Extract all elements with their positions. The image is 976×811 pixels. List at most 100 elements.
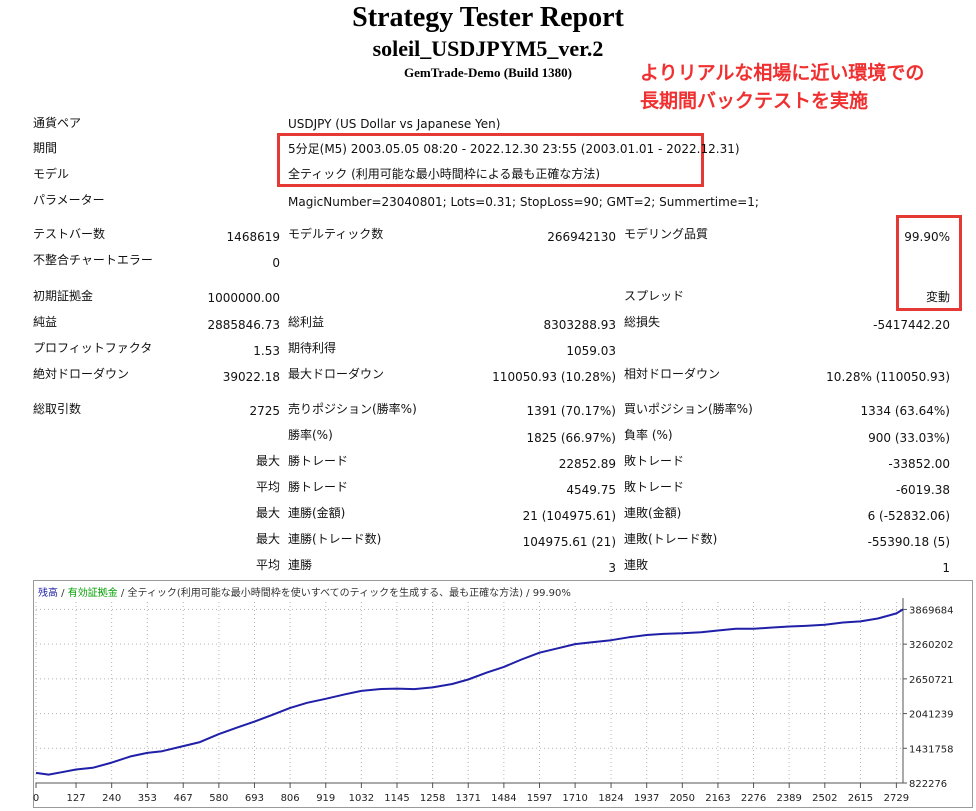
x-tick-label: 1937 bbox=[634, 793, 659, 804]
legend-separator-3: / bbox=[523, 588, 533, 599]
legend-model: 全ティック(利用可能な最小時間枠を使いすべてのティックを生成する、最も正確な方法… bbox=[127, 586, 523, 599]
pair-label: 通貨ペア bbox=[33, 116, 82, 130]
consec-losses-trades-value: -55390.18 (5) bbox=[867, 535, 950, 549]
model-value: 全ティック (利用可能な最小時間枠による最も正確な方法) bbox=[288, 167, 601, 181]
annotation-line-1: よりリアルな相場に近い環境での bbox=[640, 62, 925, 84]
short-positions-label: 売りポジション(勝率%) bbox=[288, 402, 417, 416]
total-trades-value: 2725 bbox=[249, 404, 280, 418]
legend-balance: 残高 bbox=[38, 586, 58, 599]
long-positions-label: 買いポジション(勝率%) bbox=[624, 402, 753, 416]
max-win-value: 22852.89 bbox=[558, 457, 616, 471]
loss-rate-label: 負率 (%) bbox=[624, 428, 673, 442]
period-label: 期間 bbox=[33, 141, 58, 155]
y-tick-label: 1431758 bbox=[909, 744, 954, 755]
y-tick-label: 2650721 bbox=[909, 675, 954, 686]
svg-text:残高 / 有効証拠金 / 全ティック(利用可能な最小時間枠を: 残高 / 有効証拠金 / 全ティック(利用可能な最小時間枠を使いすべてのティック… bbox=[38, 586, 571, 599]
ticks-label: モデルティック数 bbox=[288, 227, 384, 241]
profit-factor-label: プロフィットファクタ bbox=[33, 341, 153, 355]
avg-consec-losses-label: 連敗 bbox=[624, 558, 649, 572]
x-tick-label: 806 bbox=[281, 793, 300, 804]
abs-drawdown-label: 絶対ドローダウン bbox=[33, 367, 130, 381]
avg-consec-wins-value: 3 bbox=[608, 561, 616, 575]
x-tick-label: 1710 bbox=[562, 793, 587, 804]
annotation-line-2: 長期間バックテストを実施 bbox=[640, 90, 869, 112]
max-prefix: 最大 bbox=[255, 454, 280, 468]
short-positions-value: 1391 (70.17%) bbox=[526, 404, 616, 418]
x-tick-label: 0 bbox=[33, 793, 39, 804]
server-name: GemTrade-Demo (Build 1380) bbox=[403, 65, 573, 80]
x-tick-label: 2163 bbox=[705, 793, 730, 804]
net-profit-value: 2885846.73 bbox=[207, 318, 280, 332]
x-tick-label: 467 bbox=[174, 793, 193, 804]
consec-wins-amount-label: 連勝(金額) bbox=[288, 506, 346, 520]
x-tick-label: 1484 bbox=[491, 793, 516, 804]
deposit-value: 1000000.00 bbox=[207, 291, 280, 305]
loss-rate-value: 900 (33.03%) bbox=[868, 431, 950, 445]
period-model-highlight bbox=[277, 133, 704, 187]
avg-win-label: 勝トレード bbox=[288, 480, 349, 494]
max-prefix-2: 最大 bbox=[255, 506, 280, 520]
bars-label: テストバー数 bbox=[33, 227, 106, 241]
x-tick-label: 2276 bbox=[741, 793, 766, 804]
ticks-value: 266942130 bbox=[547, 230, 616, 244]
gross-profit-label: 総利益 bbox=[288, 315, 325, 329]
x-tick-label: 127 bbox=[66, 793, 85, 804]
x-tick-label: 919 bbox=[316, 793, 335, 804]
max-drawdown-label: 最大ドローダウン bbox=[288, 367, 385, 381]
abs-drawdown-value: 39022.18 bbox=[222, 370, 280, 384]
balance-line bbox=[35, 608, 904, 776]
expected-payoff-value: 1059.03 bbox=[566, 344, 616, 358]
legend-quality: 99.90% bbox=[533, 588, 571, 599]
errors-value: 0 bbox=[272, 256, 280, 270]
x-tick-label: 693 bbox=[245, 793, 264, 804]
x-tick-label: 1371 bbox=[456, 793, 481, 804]
avg-loss-value: -6019.38 bbox=[896, 483, 950, 497]
consec-losses-trades-label: 連敗(トレード数) bbox=[624, 532, 718, 546]
spread-label: スプレッド bbox=[624, 289, 685, 303]
max-win-label: 勝トレード bbox=[288, 454, 349, 468]
consec-wins-amount-value: 21 (104975.61) bbox=[522, 509, 616, 523]
consec-wins-trades-value: 104975.61 (21) bbox=[522, 535, 616, 549]
legend-equity: 有効証拠金 bbox=[68, 586, 118, 599]
x-tick-label: 1824 bbox=[598, 793, 623, 804]
quality-value: 99.90% bbox=[904, 230, 950, 244]
legend-separator-1: / bbox=[58, 588, 68, 599]
x-tick-label: 1258 bbox=[420, 793, 445, 804]
x-tick-label: 2050 bbox=[670, 793, 695, 804]
chart-frame bbox=[33, 580, 973, 808]
spread-value: 変動 bbox=[925, 290, 950, 304]
consec-losses-amount-label: 連敗(金額) bbox=[624, 506, 682, 520]
rel-drawdown-value: 10.28% (110050.93) bbox=[826, 370, 950, 384]
x-tick-label: 1145 bbox=[384, 793, 409, 804]
x-tick-label: 353 bbox=[138, 793, 157, 804]
avg-prefix-2: 平均 bbox=[255, 558, 280, 572]
y-tick-label: 2041239 bbox=[909, 710, 954, 721]
model-label: モデル bbox=[33, 167, 70, 181]
avg-consec-wins-label: 連勝 bbox=[288, 558, 313, 572]
x-tick-label: 240 bbox=[102, 793, 121, 804]
bars-value: 1468619 bbox=[226, 230, 280, 244]
consec-losses-amount-value: 6 (-52832.06) bbox=[867, 509, 950, 523]
win-rate-label: 勝率(%) bbox=[288, 428, 333, 442]
report-subtitle: soleil_USDJPYM5_ver.2 bbox=[372, 36, 604, 61]
net-profit-label: 純益 bbox=[33, 315, 58, 329]
legend-separator-2: / bbox=[118, 588, 128, 599]
report-title: Strategy Tester Report bbox=[352, 2, 624, 33]
x-tick-label: 2502 bbox=[812, 793, 837, 804]
max-loss-label: 敗トレード bbox=[624, 454, 685, 468]
avg-prefix: 平均 bbox=[255, 480, 280, 494]
errors-label: 不整合チャートエラー bbox=[33, 253, 153, 267]
x-tick-label: 580 bbox=[209, 793, 228, 804]
y-tick-label: 3260202 bbox=[909, 640, 954, 651]
x-tick-label: 1597 bbox=[527, 793, 552, 804]
x-tick-label: 1032 bbox=[349, 793, 374, 804]
quality-label: モデリング品質 bbox=[624, 227, 709, 241]
deposit-label: 初期証拠金 bbox=[33, 289, 94, 303]
y-tick-label: 822276 bbox=[909, 779, 947, 790]
consec-wins-trades-label: 連勝(トレード数) bbox=[288, 532, 382, 546]
x-tick-label: 2615 bbox=[848, 793, 873, 804]
x-tick-label: 2729 bbox=[884, 793, 909, 804]
y-tick-label: 3869684 bbox=[909, 605, 954, 616]
max-drawdown-value: 110050.93 (10.28%) bbox=[492, 370, 616, 384]
avg-win-value: 4549.75 bbox=[566, 483, 616, 497]
